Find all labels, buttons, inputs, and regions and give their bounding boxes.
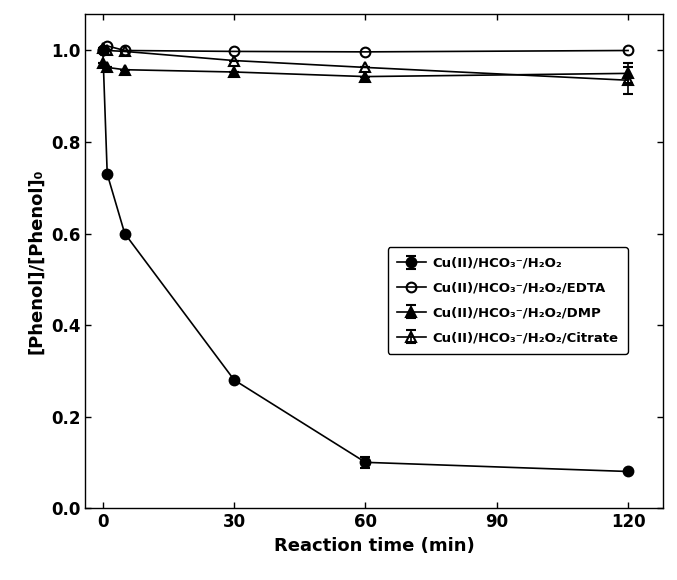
Y-axis label: [Phenol]/[Phenol]₀: [Phenol]/[Phenol]₀ bbox=[28, 168, 45, 354]
Legend: Cu(II)/HCO₃⁻/H₂O₂, Cu(II)/HCO₃⁻/H₂O₂/EDTA, Cu(II)/HCO₃⁻/H₂O₂/DMP, Cu(II)/HCO₃⁻/H: Cu(II)/HCO₃⁻/H₂O₂, Cu(II)/HCO₃⁻/H₂O₂/EDT… bbox=[387, 248, 628, 354]
X-axis label: Reaction time (min): Reaction time (min) bbox=[274, 536, 475, 554]
